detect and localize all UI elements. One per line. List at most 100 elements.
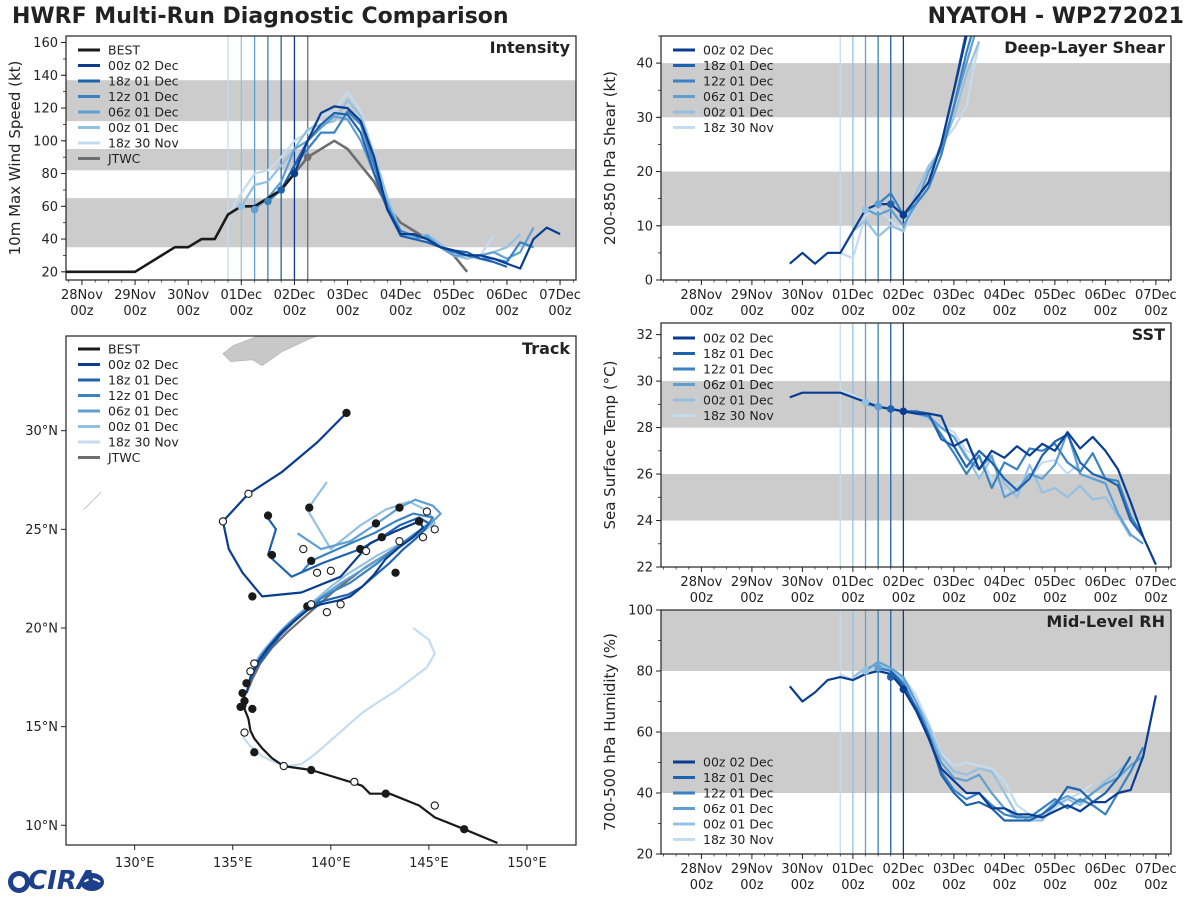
track-marker-00z-02-dec	[244, 489, 253, 498]
shear-xtick-label-part: 02Dec	[883, 288, 925, 303]
track-series-00z-02-dec	[221, 412, 425, 694]
track-marker-06z-01-dec	[305, 503, 314, 512]
track-marker-best	[381, 789, 390, 798]
track-xtick-label-135: 135°E	[213, 856, 253, 871]
track-marker-12z-01-dec	[307, 556, 316, 566]
intensity-xtick-label-part: 00z	[123, 304, 147, 319]
sst-xtick-label-part: 00z	[841, 591, 865, 606]
track-legend-label-12z-01-dec: 12z 01 Dec	[108, 388, 179, 403]
intensity-legend-label-best: BEST	[108, 43, 140, 58]
rh-marker-00z-01-dec	[861, 667, 870, 675]
intensity-xtick-label-part: 03Dec	[327, 288, 369, 303]
sst-xtick-label-5: 03Dec 00z	[933, 575, 975, 606]
sst-ytick-label-22: 22	[636, 561, 653, 576]
shear-xtick-label-3: 01Dec 00z	[832, 288, 874, 319]
intensity-xtick-label-part: 00z	[336, 304, 360, 319]
rh-legend-label-06z-01-dec: 06z 01 Dec	[703, 801, 774, 816]
shear-xtick-label-part: 30Nov	[781, 288, 823, 303]
intensity-xtick-label-part: 00z	[389, 304, 413, 319]
track-marker-06z-01-dec	[395, 503, 404, 512]
storm-id-title: NYATOH - WP272021	[927, 4, 1184, 29]
track-ytick-label-30: 30°N	[25, 424, 58, 439]
intensity-xtick-label-part: 05Dec	[433, 288, 475, 303]
shear-xtick-label-5: 03Dec 00z	[933, 288, 975, 319]
intensity-xtick-label-part: 00z	[283, 304, 307, 319]
rh-xtick-label-part: 00z	[690, 878, 714, 893]
sst-marker-00z-01-dec	[861, 398, 870, 406]
shear-series-00z-01-dec	[852, 41, 981, 238]
rh-xtick-label-3: 01Dec 00z	[832, 862, 874, 893]
rh-xtick-label-part: 01Dec	[832, 862, 874, 877]
track-panel-title: Track	[522, 339, 570, 358]
rh-xtick-label-part: 05Dec	[1034, 862, 1076, 877]
sst-legend-label-00z-02-dec: 00z 02 Dec	[703, 331, 774, 346]
shear-xtick-label-part: 00z	[740, 304, 764, 319]
track-marker-jtwc	[238, 688, 247, 698]
sst-band-0	[661, 474, 1171, 521]
rh-xtick-label-8: 06Dec 00z	[1085, 862, 1127, 893]
track-ytick-label-25: 25°N	[25, 523, 58, 538]
sst-ytick-label-28: 28	[636, 421, 653, 436]
shear-ytick-label-0: 0	[645, 274, 653, 289]
track-marker-best	[240, 696, 249, 706]
sst-xtick-label-part: 00z	[942, 591, 966, 606]
intensity-legend-label-jtwc: JTWC	[107, 151, 141, 166]
track-marker-12z-01-dec	[336, 600, 345, 609]
sst-xtick-label-part: 01Dec	[832, 575, 874, 590]
sst-xtick-label-part: 00z	[1043, 591, 1067, 606]
sst-xtick-label-2: 30Nov 00z	[781, 575, 823, 606]
rh-legend-label-12z-01-dec: 12z 01 Dec	[703, 786, 774, 801]
intensity-marker-00z-02-dec	[290, 169, 299, 178]
shear-xtick-label-9: 07Dec 00z	[1135, 288, 1177, 319]
rh-xtick-label-part: 00z	[841, 878, 865, 893]
rh-xtick-label-part: 00z	[1094, 878, 1118, 893]
sst-marker-18z-01-dec	[886, 405, 895, 413]
rh-ytick-label-100: 100	[628, 604, 653, 619]
sst-xtick-label-part: 00z	[690, 591, 714, 606]
track-marker-00z-01-dec	[312, 568, 322, 577]
intensity-xtick-label-part: 00z	[548, 304, 572, 319]
track-legend-label-18z-30-nov: 18z 30 Nov	[108, 435, 179, 450]
sst-xtick-label-part: 30Nov	[781, 575, 823, 590]
rh-xtick-label-part: 00z	[942, 878, 966, 893]
track-marker-best	[250, 748, 259, 757]
shear-marker-18z-01-dec	[886, 200, 895, 208]
intensity-legend-label-00z-02-dec: 00z 02 Dec	[108, 58, 179, 73]
shear-xtick-label-part: 00z	[942, 304, 966, 319]
track-legend-label-00z-01-dec: 00z 01 Dec	[108, 419, 179, 434]
rh-xtick-label-part: 00z	[740, 878, 764, 893]
rh-xtick-label-part: 06Dec	[1085, 862, 1127, 877]
intensity-legend-label-12z-01-dec: 12z 01 Dec	[108, 89, 179, 104]
rh-panel-title: Mid-Level RH	[1046, 612, 1165, 631]
shear-legend-label-00z-01-dec: 00z 01 Dec	[703, 105, 774, 120]
shear-xtick-label-part: 07Dec	[1135, 288, 1177, 303]
shear-series-06z-01-dec	[865, 36, 976, 227]
intensity-xtick-label-part: 29Nov	[114, 288, 156, 303]
track-marker-jtwc	[242, 679, 251, 688]
track-marker-06z-01-dec	[422, 507, 432, 516]
track-marker-best	[307, 765, 316, 775]
intensity-xtick-label-part: 02Dec	[274, 288, 316, 303]
shear-ytick-label-40: 40	[636, 57, 653, 72]
sst-ylabel: Sea Surface Temp (°C)	[601, 360, 619, 529]
rh-marker-00z-02-dec	[899, 685, 908, 694]
shear-marker-06z-01-dec	[874, 200, 882, 208]
sst-xtick-label-0: 28Nov 00z	[680, 575, 722, 606]
intensity-xtick-label-part: 01Dec	[220, 288, 262, 303]
intensity-xtick-label-5: 03Dec 00z	[327, 288, 369, 319]
sst-marker-00z-02-dec	[899, 407, 908, 416]
sst-xtick-label-part: 02Dec	[883, 575, 925, 590]
sst-xtick-label-part: 06Dec	[1085, 575, 1127, 590]
sst-plot-area	[661, 323, 1171, 567]
track-marker-best	[350, 777, 359, 787]
sst-xtick-label-part: 03Dec	[933, 575, 975, 590]
rh-xtick-label-6: 04Dec 00z	[984, 862, 1026, 893]
intensity-plot-area	[66, 36, 576, 280]
rh-xtick-label-part: 00z	[892, 878, 916, 893]
intensity-ytick-label-40: 40	[41, 233, 58, 248]
rh-xtick-label-part: 30Nov	[781, 862, 823, 877]
intensity-legend-label-18z-30-nov: 18z 30 Nov	[108, 136, 179, 151]
rh-plot-area	[661, 610, 1171, 854]
